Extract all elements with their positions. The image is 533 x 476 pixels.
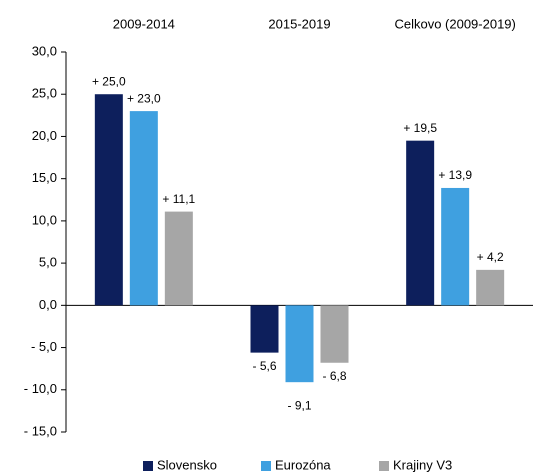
y-tick-label: 20,0 xyxy=(32,128,57,143)
bar xyxy=(129,111,158,306)
y-tick-label: 25,0 xyxy=(32,86,57,101)
legend-swatch xyxy=(261,461,271,471)
category-label: 2009-2014 xyxy=(113,16,175,31)
value-label: + 11,1 xyxy=(162,192,195,206)
value-label: + 4,2 xyxy=(477,250,504,264)
bar xyxy=(441,187,470,306)
bar xyxy=(320,305,349,363)
value-label: + 13,9 xyxy=(438,168,472,182)
y-tick-label: 15,0 xyxy=(32,170,57,185)
bar xyxy=(476,269,505,306)
bar xyxy=(406,140,435,306)
value-label: - 6,8 xyxy=(322,369,346,383)
legend-label: Slovensko xyxy=(157,457,217,472)
value-label: + 23,0 xyxy=(127,91,161,105)
value-label: + 19,5 xyxy=(403,121,437,135)
y-tick-label: - 15,0 xyxy=(24,423,57,438)
bar xyxy=(285,305,314,383)
value-label: - 9,1 xyxy=(287,398,311,412)
bar xyxy=(94,94,123,306)
legend-swatch xyxy=(143,461,153,471)
y-tick-label: 10,0 xyxy=(32,212,57,227)
legend-label: Eurozóna xyxy=(275,457,331,472)
bar xyxy=(250,305,279,353)
y-tick-label: 5,0 xyxy=(39,255,57,270)
category-label: Celkovo (2009-2019) xyxy=(394,16,515,31)
y-tick-label: - 10,0 xyxy=(24,381,57,396)
value-label: - 5,6 xyxy=(252,359,276,373)
y-tick-label: 30,0 xyxy=(32,43,57,58)
bar xyxy=(164,211,193,306)
y-tick-label: - 5,0 xyxy=(31,339,57,354)
legend-swatch xyxy=(379,461,389,471)
value-label: + 25,0 xyxy=(92,74,126,88)
y-tick-label: 0,0 xyxy=(39,297,57,312)
legend-label: Krajiny V3 xyxy=(393,457,452,472)
category-label: 2015-2019 xyxy=(268,16,330,31)
